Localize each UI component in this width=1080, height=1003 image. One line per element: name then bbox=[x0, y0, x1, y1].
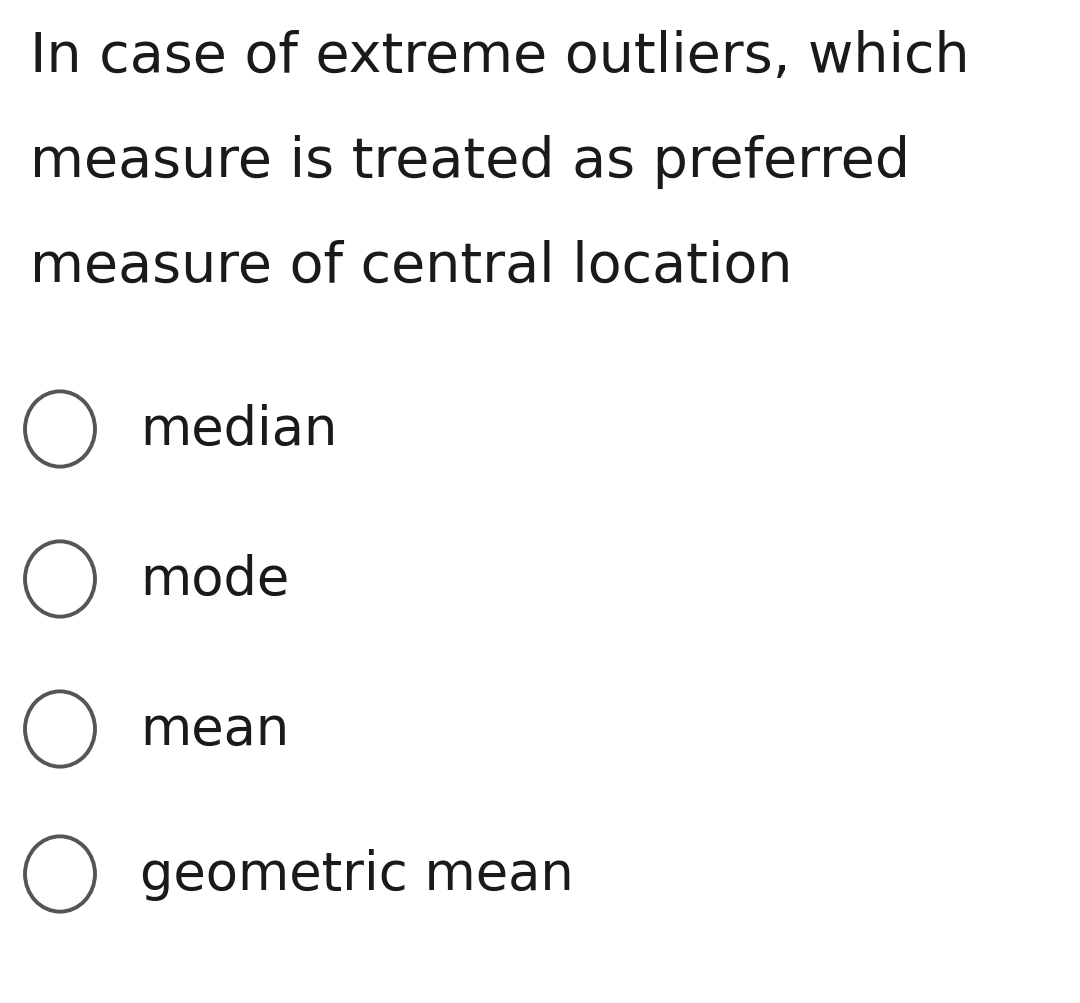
Text: In case of extreme outliers, which: In case of extreme outliers, which bbox=[30, 30, 970, 84]
Text: mode: mode bbox=[140, 554, 289, 606]
Text: measure of central location: measure of central location bbox=[30, 240, 793, 294]
Text: measure is treated as preferred: measure is treated as preferred bbox=[30, 134, 910, 189]
Text: geometric mean: geometric mean bbox=[140, 849, 573, 900]
Text: mean: mean bbox=[140, 703, 289, 755]
Text: median: median bbox=[140, 403, 337, 455]
